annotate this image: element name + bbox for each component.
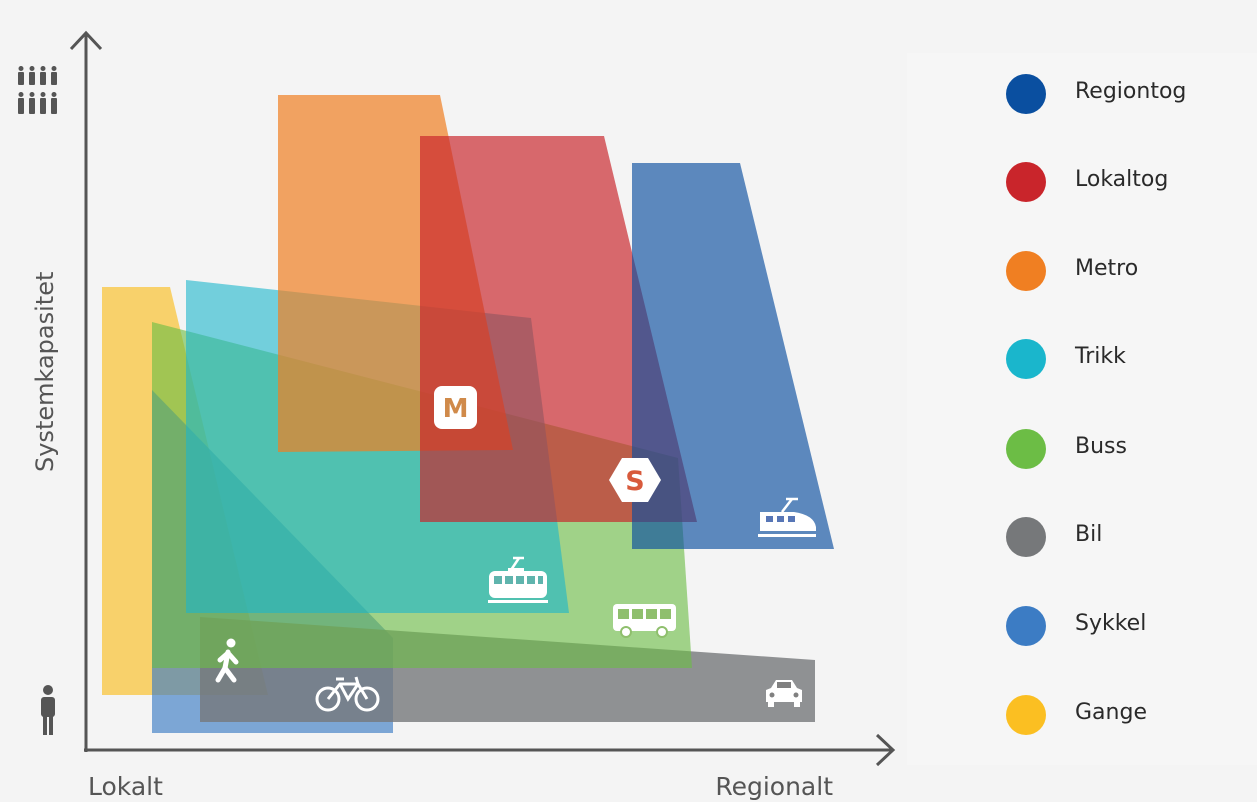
legend-label-metro: Metro <box>1075 256 1139 281</box>
metro-badge-icon: M <box>434 386 477 429</box>
region-regiontog <box>632 163 834 549</box>
legend-label-bil: Bil <box>1075 522 1103 547</box>
region-lokaltog <box>420 136 697 522</box>
x-axis-left-label: Lokalt <box>88 772 163 801</box>
regiontog-dot-icon <box>1006 74 1046 114</box>
train-icon <box>758 497 816 537</box>
lokaltog-badge-letter: S <box>625 466 644 497</box>
legend-item-trikk: Trikk <box>907 339 1257 389</box>
legend-label-gange: Gange <box>1075 700 1147 725</box>
legend-label-lokaltog: Lokaltog <box>1075 167 1169 192</box>
legend-item-bil: Bil <box>907 517 1257 567</box>
person-icon <box>41 685 55 735</box>
metro-dot-icon <box>1006 251 1046 291</box>
tram-icon <box>488 556 548 603</box>
buss-dot-icon <box>1006 429 1046 469</box>
car-icon <box>766 680 802 707</box>
many-people-icon <box>18 66 57 114</box>
bil-dot-icon <box>1006 517 1046 557</box>
bus-icon <box>613 604 676 638</box>
x-axis-right-label: Regionalt <box>715 772 833 801</box>
lokaltog-dot-icon <box>1006 162 1046 202</box>
legend-item-buss: Buss <box>907 429 1257 479</box>
legend-label-buss: Buss <box>1075 434 1127 459</box>
legend-label-sykkel: Sykkel <box>1075 611 1147 636</box>
gange-dot-icon <box>1006 695 1046 735</box>
trikk-dot-icon <box>1006 339 1046 379</box>
y-axis-arrow <box>69 30 103 51</box>
legend-item-metro: Metro <box>907 251 1257 301</box>
axes <box>69 30 896 767</box>
bicycle-icon <box>315 676 380 712</box>
legend: Regiontog Lokaltog Metro Trikk Buss Bil … <box>907 53 1257 765</box>
lokaltog-badge-icon: S <box>609 458 661 502</box>
legend-item-gange: Gange <box>907 695 1257 745</box>
sykkel-dot-icon <box>1006 606 1046 646</box>
legend-label-trikk: Trikk <box>1075 344 1126 369</box>
metro-badge-letter: M <box>443 394 469 424</box>
legend-item-regiontog: Regiontog <box>907 74 1257 124</box>
legend-item-sykkel: Sykkel <box>907 606 1257 656</box>
legend-item-lokaltog: Lokaltog <box>907 162 1257 212</box>
x-axis-arrow <box>875 733 896 767</box>
legend-label-regiontog: Regiontog <box>1075 79 1187 104</box>
mode-regions <box>102 95 834 733</box>
transport-capacity-diagram: Lokalt Regionalt Systemkapasitet M S <box>18 30 896 801</box>
walking-icon <box>215 638 239 683</box>
y-axis-label: Systemkapasitet <box>31 272 59 472</box>
